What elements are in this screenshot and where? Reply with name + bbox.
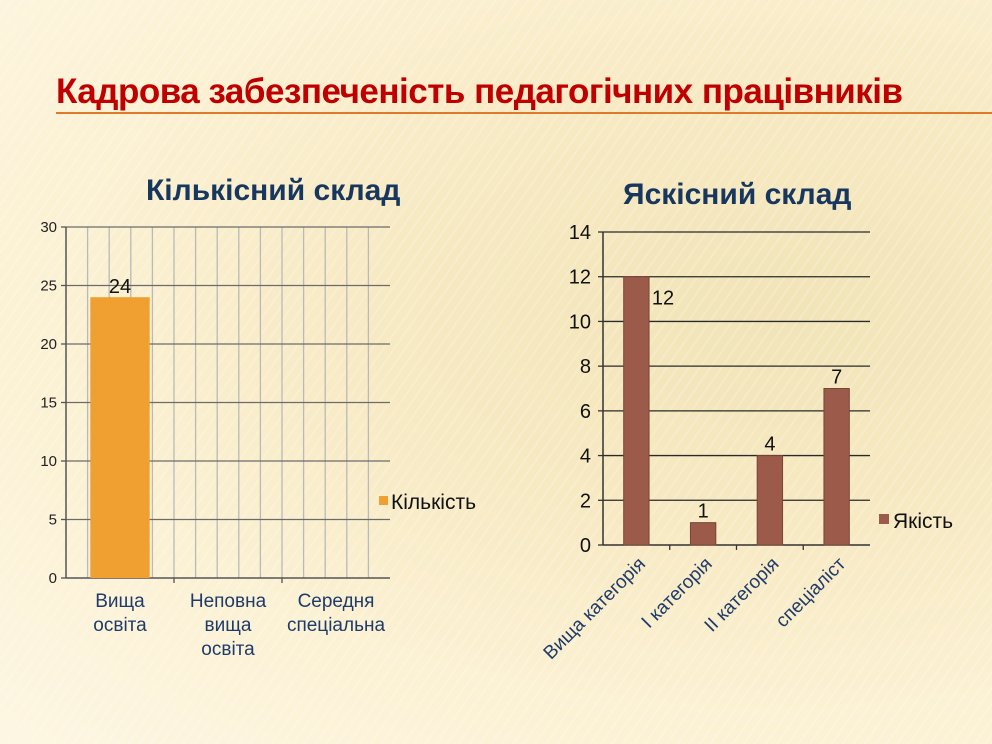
legend-swatch xyxy=(879,514,889,524)
y-tick-label: 15 xyxy=(40,395,57,412)
y-tick-label: 4 xyxy=(580,446,591,468)
y-tick-label: 8 xyxy=(580,356,591,378)
x-tick-label: Вища категорія xyxy=(540,554,650,664)
y-tick-label: 20 xyxy=(40,336,57,353)
slide-title: Кадрова забезпеченість педагогічних прац… xyxy=(56,72,903,111)
x-tick-label: Середня xyxy=(298,591,375,612)
legend-swatch xyxy=(379,496,388,505)
x-tick-label: спеціаліст xyxy=(772,553,850,631)
y-tick-label: 10 xyxy=(569,311,591,333)
y-tick-label: 30 xyxy=(40,219,57,236)
x-tick-label: спеціальна xyxy=(287,615,386,636)
data-label: 12 xyxy=(652,288,674,310)
x-tick-label: Неповна xyxy=(190,591,267,612)
x-tick-label: освіта xyxy=(93,615,147,636)
data-label: 7 xyxy=(831,367,842,389)
bar-2 xyxy=(689,522,717,546)
bar-1 xyxy=(623,276,650,546)
x-tick-label: Вища xyxy=(95,591,145,612)
title-underline xyxy=(56,112,992,114)
legend-label: Якість xyxy=(893,510,953,533)
data-label: 1 xyxy=(698,501,709,523)
y-tick-label: 14 xyxy=(569,222,591,244)
data-label: 24 xyxy=(109,276,131,298)
y-tick-label: 2 xyxy=(580,490,591,512)
bar-1 xyxy=(90,297,150,578)
y-tick-label: 6 xyxy=(580,401,591,423)
y-tick-label: 0 xyxy=(49,570,57,587)
y-tick-label: 10 xyxy=(40,453,57,470)
y-tick-label: 0 xyxy=(580,535,591,557)
y-tick-label: 5 xyxy=(49,512,57,529)
y-tick-label: 12 xyxy=(569,267,591,289)
x-tick-label: освіта xyxy=(201,639,255,660)
bar-4 xyxy=(823,388,850,546)
chart2-title: Яскісний склад xyxy=(623,178,852,211)
bar-3 xyxy=(756,455,784,546)
legend-label: Кількість xyxy=(391,491,476,514)
y-tick-label: 25 xyxy=(40,278,57,295)
x-tick-label: вища xyxy=(205,615,252,636)
data-label: 4 xyxy=(764,434,775,456)
chart1-title: Кількісний склад xyxy=(146,174,401,207)
